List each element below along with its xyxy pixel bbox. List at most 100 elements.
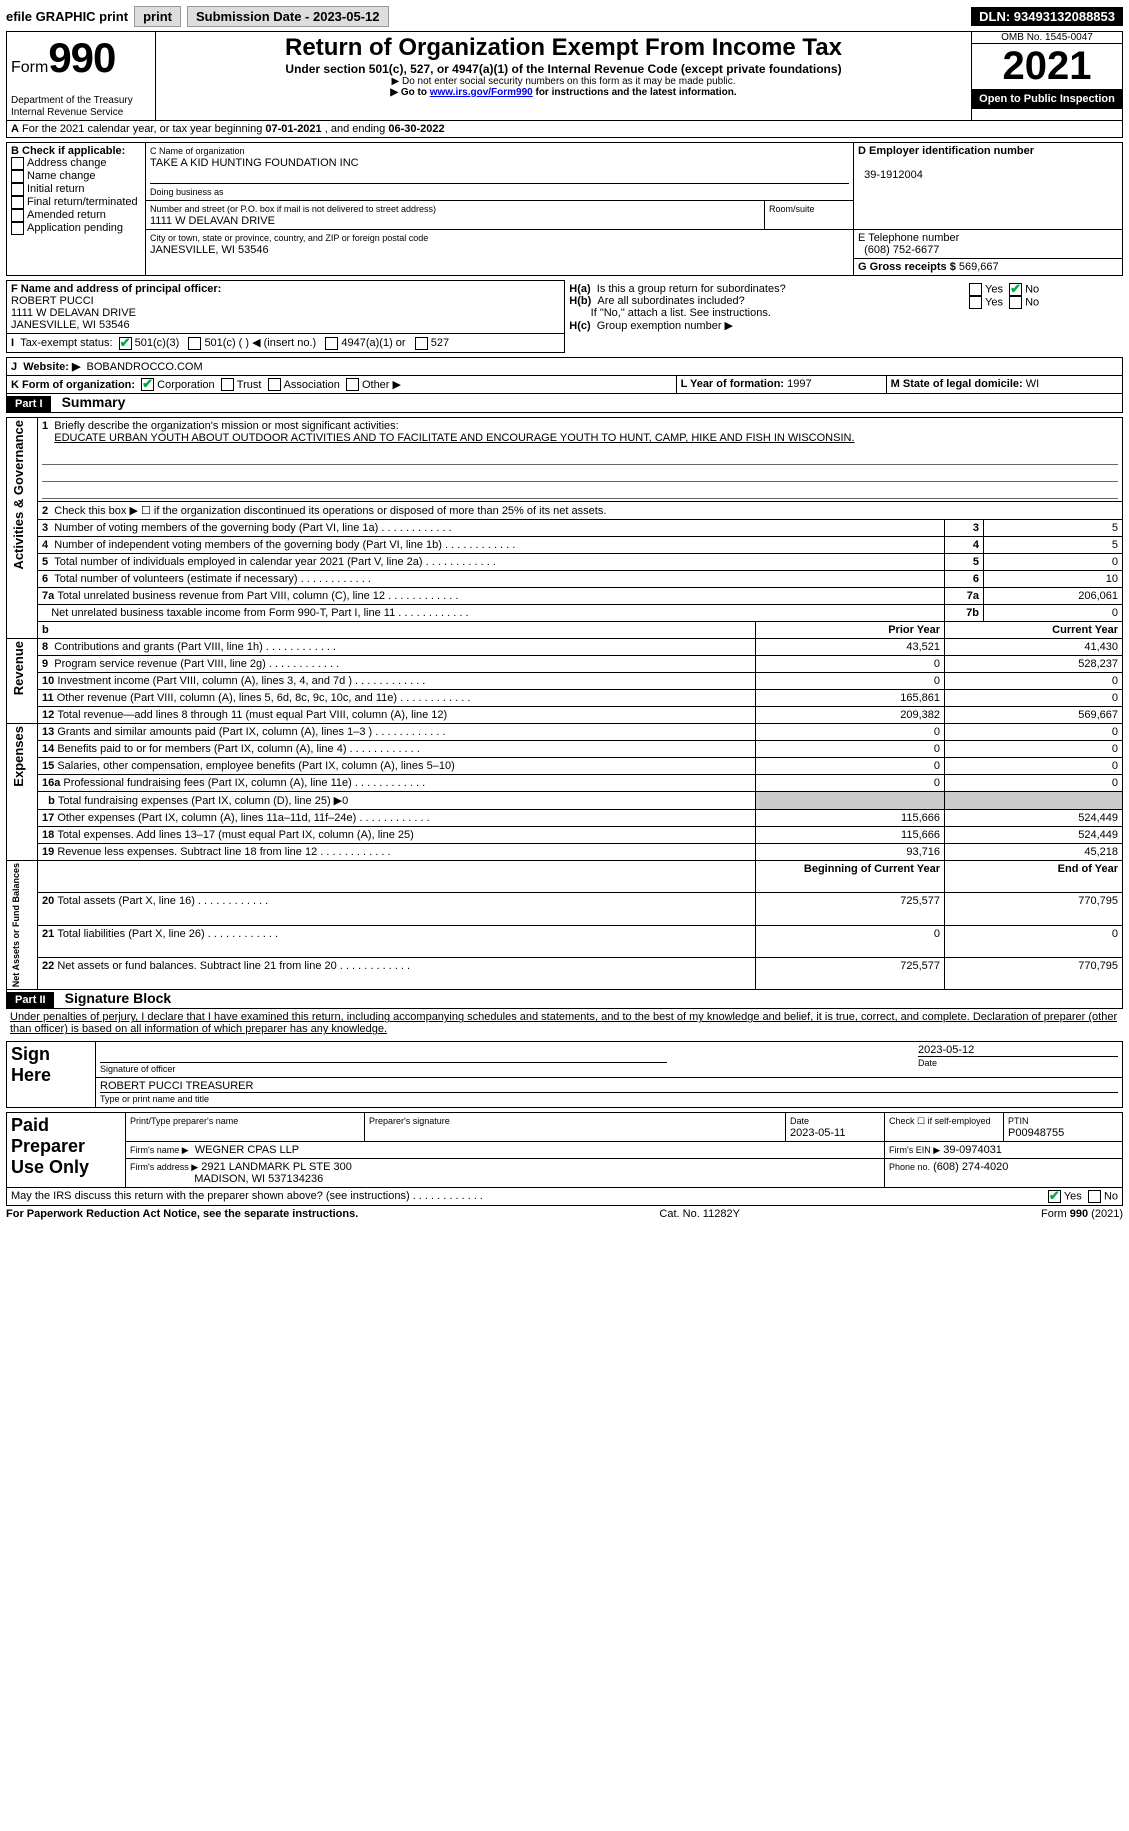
discuss-yes[interactable] (1048, 1190, 1061, 1203)
form-number: 990 (48, 34, 115, 81)
domicile: WI (1026, 378, 1039, 390)
chk-4947[interactable] (325, 337, 338, 350)
faddr-label: Firm's address ▶ (130, 1162, 198, 1172)
row-7a: 7a Total unrelated business revenue from… (7, 588, 1123, 605)
room-label: Room/suite (769, 204, 815, 214)
row-3: 3 Number of voting members of the govern… (7, 520, 1123, 537)
part1-header: Part I Summary (6, 394, 1123, 413)
firm-name: WEGNER CPAS LLP (195, 1144, 299, 1156)
street: 1111 W DELAVAN DRIVE (150, 215, 275, 227)
pname-label: Print/Type preparer's name (130, 1116, 238, 1126)
B-label: B Check if applicable: (11, 145, 125, 157)
firm-addr1: 2921 LANDMARK PL STE 300 (201, 1161, 352, 1173)
sign-here: Sign Here (7, 1042, 96, 1108)
Hc: Group exemption number ▶ (597, 320, 733, 332)
topbar: efile GRAPHIC print print Submission Dat… (6, 6, 1123, 27)
chk-pending[interactable]: Application pending (11, 222, 123, 234)
G-label: G Gross receipts $ (858, 261, 956, 273)
row-5: 5 Total number of individuals employed i… (7, 554, 1123, 571)
vert-activities: Activities & Governance (11, 420, 26, 570)
discuss-text: May the IRS discuss this return with the… (11, 1190, 483, 1203)
header-block: Form990 Department of the Treasury Inter… (6, 31, 1123, 121)
jk-block: J Website: ▶ BOBANDROCCO.COM K Form of o… (6, 357, 1123, 395)
vert-revenue: Revenue (11, 641, 26, 695)
firm-ein: 39-0974031 (943, 1144, 1002, 1156)
Hb-yes[interactable] (969, 296, 982, 309)
chk-address-change[interactable]: Address change (11, 157, 107, 169)
penalties: Under penalties of perjury, I declare th… (6, 1009, 1123, 1037)
firm-label: Firm's name ▶ (130, 1145, 189, 1155)
Ha-no[interactable] (1009, 283, 1022, 296)
website: BOBANDROCCO.COM (87, 361, 203, 373)
line2: Check this box ▶ ☐ if the organization d… (54, 505, 606, 517)
chk-assoc[interactable] (268, 378, 281, 391)
year-formed: 1997 (787, 378, 811, 390)
officer-addr2: JANESVILLE, WI 53546 (11, 319, 130, 331)
Hb-no[interactable] (1009, 296, 1022, 309)
preparer-block: Paid Preparer Use Only Print/Type prepar… (6, 1112, 1123, 1188)
submission-date: Submission Date - 2023-05-12 (187, 6, 389, 27)
dba-label: Doing business as (150, 187, 224, 197)
chk-501c[interactable] (188, 337, 201, 350)
dln: DLN: 93493132088853 (971, 7, 1123, 26)
chk-final-return[interactable]: Final return/terminated (11, 196, 138, 208)
discuss-row: May the IRS discuss this return with the… (6, 1188, 1123, 1206)
I-label: Tax-exempt status: (20, 337, 112, 349)
org-name: TAKE A KID HUNTING FOUNDATION INC (150, 157, 359, 169)
chk-corp[interactable] (141, 378, 154, 391)
addr-label: Number and street (or P.O. box if mail i… (150, 204, 436, 214)
Ha: Is this a group return for subordinates? (597, 283, 786, 295)
discuss-no[interactable] (1088, 1190, 1101, 1203)
sign-block: Sign Here Signature of officer 2023-05-1… (6, 1041, 1123, 1108)
gross-receipts: 569,667 (959, 261, 999, 273)
chk-amended[interactable]: Amended return (11, 209, 106, 221)
footer-right: Form 990 (2021) (1041, 1208, 1123, 1220)
tax-year: 2021 (972, 44, 1122, 89)
print-button[interactable]: print (134, 6, 181, 27)
firm-phone: (608) 274-4020 (933, 1161, 1008, 1173)
mission-label: Briefly describe the organization's miss… (54, 420, 398, 432)
sig-date: 2023-05-12 (918, 1044, 974, 1056)
officer-addr1: 1111 W DELAVAN DRIVE (11, 307, 136, 319)
F-label: F Name and address of principal officer: (11, 283, 221, 295)
Ha-yes[interactable] (969, 283, 982, 296)
chk-527[interactable] (415, 337, 428, 350)
print-label: Type or print name and title (100, 1094, 209, 1104)
chk-other[interactable] (346, 378, 359, 391)
page-footer: For Paperwork Reduction Act Notice, see … (6, 1208, 1123, 1220)
M-label: M State of legal domicile: (891, 378, 1023, 390)
ptin: P00948755 (1008, 1127, 1064, 1139)
omb: OMB No. 1545-0047 (972, 32, 1122, 44)
entity-block: B Check if applicable: Address change Na… (6, 142, 1123, 276)
officer-block: F Name and address of principal officer:… (6, 280, 1123, 353)
row-7b: Net unrelated business taxable income fr… (7, 605, 1123, 622)
firm-addr2: MADISON, WI 537134236 (194, 1173, 323, 1185)
irs-link[interactable]: www.irs.gov/Form990 (430, 87, 533, 98)
L-label: L Year of formation: (681, 378, 785, 390)
sig-label: Signature of officer (100, 1064, 175, 1074)
footer-left: For Paperwork Reduction Act Notice, see … (6, 1208, 358, 1220)
part1-body: Activities & Governance 1 Briefly descri… (6, 417, 1123, 990)
chk-name-change[interactable]: Name change (11, 170, 96, 182)
chk-trust[interactable] (221, 378, 234, 391)
pdate-label: Date (790, 1116, 809, 1126)
note-ssn: ▶ Do not enter social security numbers o… (160, 76, 967, 87)
city-label: City or town, state or province, country… (150, 233, 428, 243)
efile-label: efile GRAPHIC print (6, 9, 128, 24)
mission-text: EDUCATE URBAN YOUTH ABOUT OUTDOOR ACTIVI… (54, 432, 854, 444)
paid-preparer: Paid Preparer Use Only (7, 1113, 126, 1188)
psig-label: Preparer's signature (369, 1116, 450, 1126)
Hb: Are all subordinates included? (597, 295, 744, 307)
K-label: K Form of organization: (11, 379, 135, 391)
ein-label: Firm's EIN ▶ (889, 1145, 940, 1155)
form-title: Return of Organization Exempt From Incom… (160, 34, 967, 62)
city: JANESVILLE, WI 53546 (150, 244, 269, 256)
pdate: 2023-05-11 (790, 1127, 845, 1139)
part2-header: Part II Signature Block (6, 990, 1123, 1009)
open-public: Open to Public Inspection (972, 89, 1122, 109)
chk-initial-return[interactable]: Initial return (11, 183, 84, 195)
chk-501c3[interactable] (119, 337, 132, 350)
vert-expenses: Expenses (11, 726, 26, 787)
form-subtitle: Under section 501(c), 527, or 4947(a)(1)… (160, 62, 967, 76)
fphone-label: Phone no. (889, 1162, 930, 1172)
